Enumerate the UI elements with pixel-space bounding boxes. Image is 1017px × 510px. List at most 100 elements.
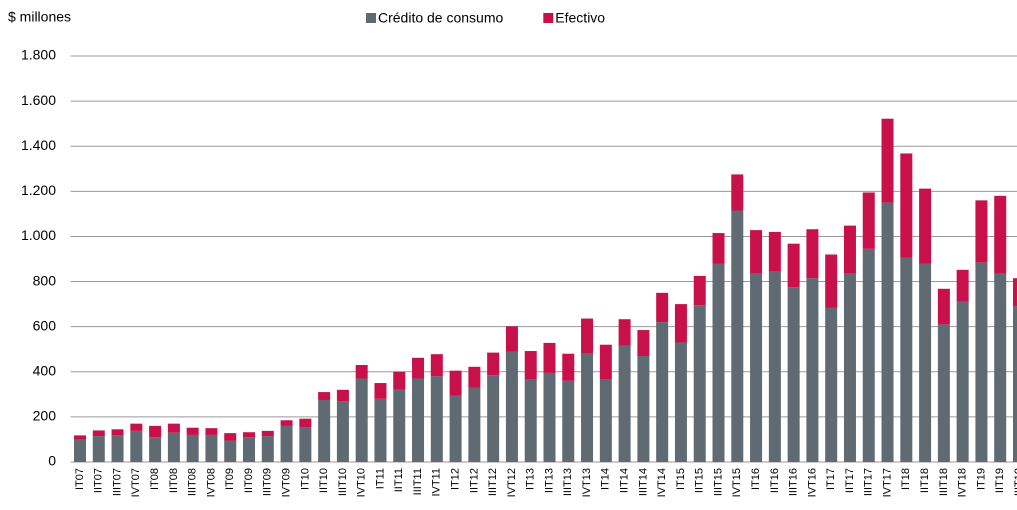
x-tick-label: IVT10 <box>356 468 368 497</box>
x-tick-label: IIIT12 <box>487 468 499 496</box>
bar-segment <box>73 439 86 462</box>
x-tick-label: IVT14 <box>656 468 668 497</box>
x-tick-label: IIT09 <box>243 468 255 493</box>
bar-segment <box>768 271 781 462</box>
x-tick-label: IT08 <box>149 468 161 490</box>
bar-segment <box>656 322 669 462</box>
bar-segment <box>299 427 312 462</box>
bar-segment <box>130 430 143 462</box>
bar-segment <box>825 307 838 462</box>
x-tick-label: IIT15 <box>694 468 706 493</box>
x-tick-label: IT07 <box>74 468 86 490</box>
x-tick-label: IIIT19 <box>1013 468 1017 496</box>
bar-segment <box>618 345 631 462</box>
bar-segment <box>487 352 500 376</box>
bar-segment <box>149 437 162 462</box>
x-tick-label: IIT07 <box>93 468 105 493</box>
x-tick-label: IVT12 <box>506 468 518 497</box>
y-tick-label: 1.800 <box>21 47 56 63</box>
x-tick-label: IIT13 <box>543 468 555 493</box>
x-tick-label: IT16 <box>750 468 762 490</box>
x-tick-label: IIT17 <box>844 468 856 493</box>
bar-segment <box>975 200 988 263</box>
x-tick-label: IVT17 <box>881 468 893 497</box>
bar-segment <box>543 372 556 462</box>
bar-segment <box>111 435 124 462</box>
bar-segment <box>167 432 180 462</box>
legend-swatch <box>366 13 376 23</box>
x-tick-label: IIIT18 <box>938 468 950 496</box>
bar-segment <box>956 269 969 302</box>
bar-segment <box>205 428 218 435</box>
bar-segment <box>524 379 537 462</box>
x-tick-label: IT18 <box>900 468 912 490</box>
x-tick-label: IIT11 <box>393 468 405 492</box>
y-tick-label: 400 <box>33 362 57 378</box>
bar-segment <box>599 344 612 380</box>
bar-segment <box>900 257 913 462</box>
bar-segment <box>449 370 462 396</box>
bar-segment <box>374 383 387 399</box>
x-tick-label: IIT18 <box>919 468 931 493</box>
bar-segment <box>318 392 331 400</box>
x-tick-label: IT14 <box>600 468 612 490</box>
bar-segment <box>674 342 687 462</box>
x-tick-label: IT12 <box>449 468 461 490</box>
x-tick-label: IIIT10 <box>337 468 349 496</box>
x-tick-label: IIT14 <box>619 468 631 493</box>
bar-segment <box>618 319 631 346</box>
bar-segment <box>261 436 274 462</box>
x-tick-label: IVT13 <box>581 468 593 497</box>
bar-segment <box>1012 306 1017 462</box>
x-tick-label: IIIT17 <box>863 468 875 496</box>
x-tick-label: IIT19 <box>994 468 1006 493</box>
x-tick-label: IIIT16 <box>788 468 800 496</box>
bar-segment <box>806 278 819 462</box>
x-tick-label: IT11 <box>374 468 386 489</box>
bar-segment <box>787 287 800 462</box>
bar-segment <box>881 202 894 462</box>
bar-segment <box>412 357 425 379</box>
bar-segment <box>243 437 256 462</box>
bar-segment <box>243 432 256 438</box>
bar-segment <box>862 192 875 249</box>
bar-segment <box>975 262 988 462</box>
bar-segment <box>468 387 481 462</box>
bar-segment <box>581 353 594 462</box>
x-tick-label: IIIT15 <box>712 468 724 496</box>
bar-segment <box>318 399 331 462</box>
bar-segment <box>186 427 199 435</box>
x-tick-label: IIIT09 <box>262 468 274 496</box>
x-tick-label: IT09 <box>224 468 236 490</box>
x-tick-label: IT19 <box>975 468 987 490</box>
x-tick-label: IVT08 <box>205 468 217 497</box>
bar-segment <box>674 304 687 343</box>
x-tick-label: IIT08 <box>168 468 180 493</box>
bar-segment <box>487 375 500 462</box>
x-tick-label: IT13 <box>525 468 537 490</box>
x-tick-label: IIT12 <box>468 468 480 493</box>
x-tick-label: IIIT11 <box>412 468 424 495</box>
legend-label: Efectivo <box>555 10 605 26</box>
y-tick-label: 1.000 <box>21 227 56 243</box>
x-tick-label: IIIT08 <box>187 468 199 496</box>
bar-segment <box>205 434 218 462</box>
bar-segment <box>750 230 763 274</box>
bar-segment <box>130 423 143 431</box>
bar-segment <box>825 254 838 308</box>
bar-segment <box>994 273 1007 462</box>
x-tick-label: IT15 <box>675 468 687 490</box>
y-tick-label: 600 <box>33 317 57 333</box>
x-tick-label: IVT18 <box>957 468 969 497</box>
x-tick-label: IIIT14 <box>637 468 649 496</box>
y-tick-label: 800 <box>33 272 57 288</box>
bar-segment <box>806 229 819 279</box>
bar-segment <box>430 354 443 377</box>
y-tick-label: 0 <box>48 453 56 469</box>
bar-segment <box>505 326 518 352</box>
bar-segment <box>919 188 932 264</box>
bar-segment <box>731 174 744 211</box>
bar-segment <box>111 429 124 436</box>
bar-segment <box>731 210 744 462</box>
